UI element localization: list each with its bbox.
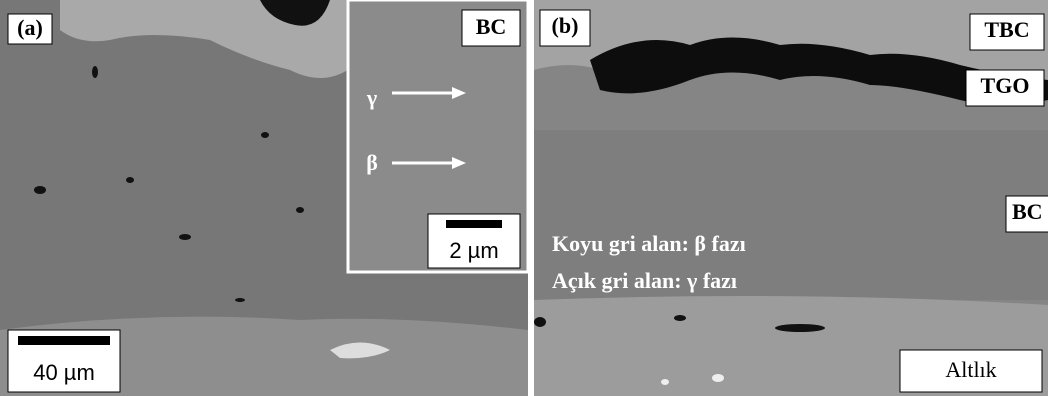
panel-a: (a) BC γ β 2 µm 40 µm <box>0 0 528 396</box>
beta-label: β <box>366 150 378 175</box>
scale-bar <box>446 220 502 228</box>
panel-label: (a) <box>17 15 43 40</box>
tbc-label: TBC <box>984 17 1029 42</box>
panel-b: (b) TBC TGO BC Koyu gri alan: β fazı Açı… <box>534 0 1048 396</box>
phase-note: Koyu gri alan: β fazı <box>552 231 746 256</box>
panel-label: (b) <box>552 13 579 38</box>
scale-text: 40 µm <box>33 360 95 385</box>
bc-label: BC <box>1012 199 1043 224</box>
tgo-label: TGO <box>981 73 1030 98</box>
scale-bar <box>18 336 110 345</box>
figure: (a) BC γ β 2 µm 40 µm (b) TBC TGO <box>0 0 1048 396</box>
substrate-label: Altlık <box>945 357 996 382</box>
inset-label: BC <box>476 14 507 39</box>
gamma-label: γ <box>366 85 377 110</box>
phase-note: Açık gri alan: γ fazı <box>552 268 737 293</box>
scale-text: 2 µm <box>449 238 498 263</box>
